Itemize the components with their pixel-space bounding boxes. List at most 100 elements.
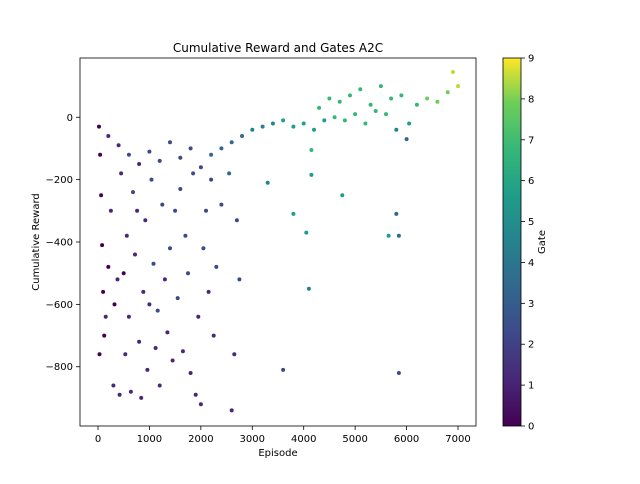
scatter-point <box>404 137 409 142</box>
scatter-point <box>363 121 368 126</box>
scatter-point <box>188 146 193 151</box>
scatter-point <box>304 230 309 235</box>
scatter-point <box>445 90 450 95</box>
scatter-point <box>306 286 311 291</box>
scatter-point <box>435 99 440 104</box>
scatter-point <box>394 211 399 216</box>
scatter-point <box>97 124 101 129</box>
y-axis-ticks: 0 −200 −400 −600 −800 <box>46 113 80 373</box>
x-tick-label: 2000 <box>188 434 213 445</box>
x-axis-label: Episode <box>258 448 297 459</box>
scatter-point <box>115 277 120 282</box>
scatter-point <box>101 289 106 294</box>
scatter-point <box>260 124 265 129</box>
scatter-point <box>327 96 332 101</box>
scatter-point <box>157 158 162 163</box>
scatter-point <box>340 193 345 198</box>
scatter-point <box>135 208 140 213</box>
scatter-point <box>425 96 430 101</box>
scatter-point <box>145 367 150 372</box>
x-axis-ticks: 0 1000 2000 3000 4000 5000 6000 7000 <box>95 426 471 445</box>
scatter-point <box>108 208 113 213</box>
scatter-point <box>309 148 314 152</box>
scatter-point <box>151 261 156 266</box>
y-tick-label: 0 <box>67 113 73 124</box>
colorbar-frame <box>502 57 522 427</box>
scatter-point <box>270 121 275 126</box>
x-tick-label: 5000 <box>342 434 367 445</box>
scatter-point <box>186 271 190 276</box>
scatter-point <box>173 208 178 213</box>
scatter-point <box>160 202 165 207</box>
colorbar-tick-label: 2 <box>528 340 534 351</box>
scatter-point <box>337 99 342 104</box>
scatter-point <box>100 243 105 248</box>
scatter-point <box>147 149 152 154</box>
colorbar <box>503 58 521 426</box>
colorbar-tick-label: 7 <box>528 135 534 146</box>
scatter-point <box>131 190 135 195</box>
scatter-point <box>97 352 102 357</box>
scatter-point <box>234 218 239 223</box>
colorbar-tick-label: 5 <box>528 217 534 228</box>
scatter-point <box>407 121 412 126</box>
colorbar-ticks: 0 1 2 3 4 5 6 7 8 9 <box>521 54 534 433</box>
scatter-point <box>396 371 401 375</box>
scatter-point <box>399 93 404 98</box>
scatter-point <box>232 352 237 357</box>
scatter-point <box>209 177 214 182</box>
scatter-point <box>240 134 244 138</box>
scatter-point <box>227 171 232 176</box>
colorbar-tick-label: 6 <box>528 176 534 187</box>
x-tick-label: 7000 <box>445 434 470 445</box>
scatter-point <box>281 367 286 372</box>
scatter-points <box>97 70 460 413</box>
scatter-point <box>389 96 394 101</box>
scatter-point <box>162 277 167 282</box>
scatter-point <box>117 392 122 397</box>
scatter-point <box>149 177 154 182</box>
scatter-point <box>214 264 219 269</box>
x-tick-label: 3000 <box>240 434 265 445</box>
scatter-point <box>168 246 172 251</box>
colorbar-tick-label: 1 <box>528 381 534 392</box>
scatter-point <box>414 102 419 107</box>
scatter-point <box>124 233 129 238</box>
scatter-point <box>141 289 146 294</box>
scatter-point <box>137 162 142 166</box>
scatter-point <box>157 383 162 388</box>
scatter-point <box>250 127 255 132</box>
scatter-point <box>206 289 211 294</box>
chart-title: Cumulative Reward and Gates A2C <box>173 41 383 55</box>
scatter-point <box>137 339 142 344</box>
colorbar-tick-label: 8 <box>528 94 534 105</box>
plot-frame <box>79 57 477 427</box>
scatter-point <box>99 193 104 198</box>
scatter-point <box>209 152 214 157</box>
scatter-point <box>378 84 383 89</box>
scatter-point <box>312 127 316 132</box>
scatter-point <box>168 140 172 145</box>
scatter-point <box>121 271 126 276</box>
colorbar-tick-label: 0 <box>528 422 534 433</box>
scatter-point <box>394 127 399 132</box>
scatter-point <box>188 371 193 375</box>
scatter-point <box>291 124 296 129</box>
scatter-point <box>126 314 131 319</box>
scatter-point <box>153 346 158 350</box>
scatter-point <box>201 246 206 251</box>
scatter-point <box>155 308 160 313</box>
scatter-point <box>368 102 373 107</box>
y-tick-label: −800 <box>46 362 73 373</box>
scatter-point <box>265 180 270 185</box>
scatter-point <box>281 118 286 123</box>
y-tick-label: −200 <box>46 175 73 186</box>
y-tick-label: −400 <box>46 238 73 249</box>
scatter-point <box>456 84 460 89</box>
scatter-point <box>165 330 170 335</box>
scatter-point <box>98 152 103 157</box>
scatter-point <box>229 408 234 413</box>
scatter-point <box>450 70 455 74</box>
